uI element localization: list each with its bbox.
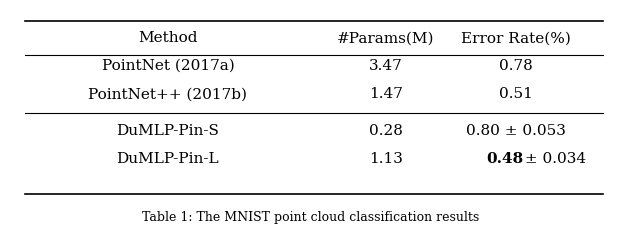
Text: 1.13: 1.13: [369, 152, 402, 166]
Text: ± 0.034: ± 0.034: [520, 152, 586, 166]
Text: Error Rate(%): Error Rate(%): [462, 31, 571, 45]
Text: DuMLP-Pin-S: DuMLP-Pin-S: [116, 124, 220, 138]
Text: 1.47: 1.47: [369, 87, 402, 101]
Text: Method: Method: [138, 31, 198, 45]
Text: 0.78: 0.78: [499, 59, 533, 73]
Text: DuMLP-Pin-L: DuMLP-Pin-L: [117, 152, 219, 166]
Text: #Params(M): #Params(M): [337, 31, 434, 45]
Text: 0.80 ± 0.053: 0.80 ± 0.053: [466, 124, 566, 138]
Text: 3.47: 3.47: [369, 59, 402, 73]
Text: 0.28: 0.28: [369, 124, 402, 138]
Text: PointNet++ (2017b): PointNet++ (2017b): [88, 87, 248, 101]
Text: PointNet (2017a): PointNet (2017a): [101, 59, 234, 73]
Text: 0.51: 0.51: [499, 87, 533, 101]
Text: 0.48: 0.48: [486, 152, 524, 166]
Text: Table 1: The MNIST point cloud classification results: Table 1: The MNIST point cloud classific…: [142, 211, 480, 224]
